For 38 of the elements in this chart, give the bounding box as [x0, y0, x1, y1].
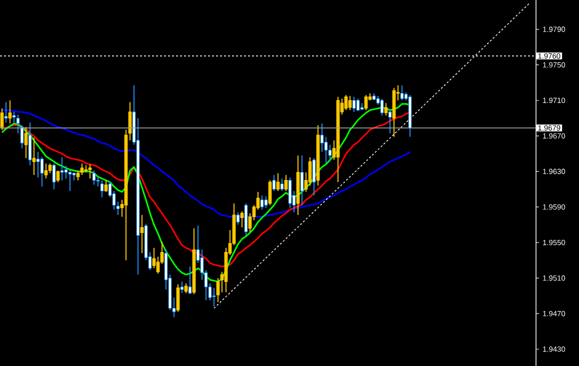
candlestick: [80, 162, 84, 176]
candlestick: [140, 214, 144, 254]
candlestick: [88, 164, 92, 180]
candlestick: [68, 170, 72, 192]
candlestick: [180, 281, 184, 294]
candlestick: [96, 176, 100, 188]
candlestick: [236, 212, 240, 226]
candlestick: [16, 114, 20, 134]
candlestick: [36, 151, 40, 178]
candlestick: [300, 154, 304, 206]
candlestick: [48, 162, 52, 174]
candlestick: [388, 110, 392, 134]
candlestick: [400, 84, 404, 101]
candlestick: [320, 122, 324, 152]
candlestick: [348, 95, 352, 111]
candlestick: [356, 98, 360, 112]
candlestick: [260, 194, 264, 210]
candlestick: [8, 100, 12, 124]
candlestick: [328, 144, 332, 162]
candlestick: [156, 256, 160, 274]
candlestick: [0, 108, 4, 130]
candlestick: [104, 180, 108, 192]
candlestick: [100, 180, 104, 198]
candlestick: [4, 102, 8, 124]
candlestick: [12, 111, 16, 124]
candlestick: [264, 196, 268, 208]
candlestick: [184, 282, 188, 294]
candlestick: [288, 177, 292, 208]
candlestick: [280, 178, 284, 192]
candlestick: [240, 210, 244, 228]
candlestick: [284, 174, 288, 192]
candlestick: [384, 102, 388, 116]
candlestick: [44, 162, 48, 180]
candlestick: [40, 156, 44, 188]
candlestick: [312, 158, 316, 196]
candlestick: [188, 266, 192, 295]
candlestick: [152, 247, 156, 269]
candlestick: [60, 156, 64, 181]
